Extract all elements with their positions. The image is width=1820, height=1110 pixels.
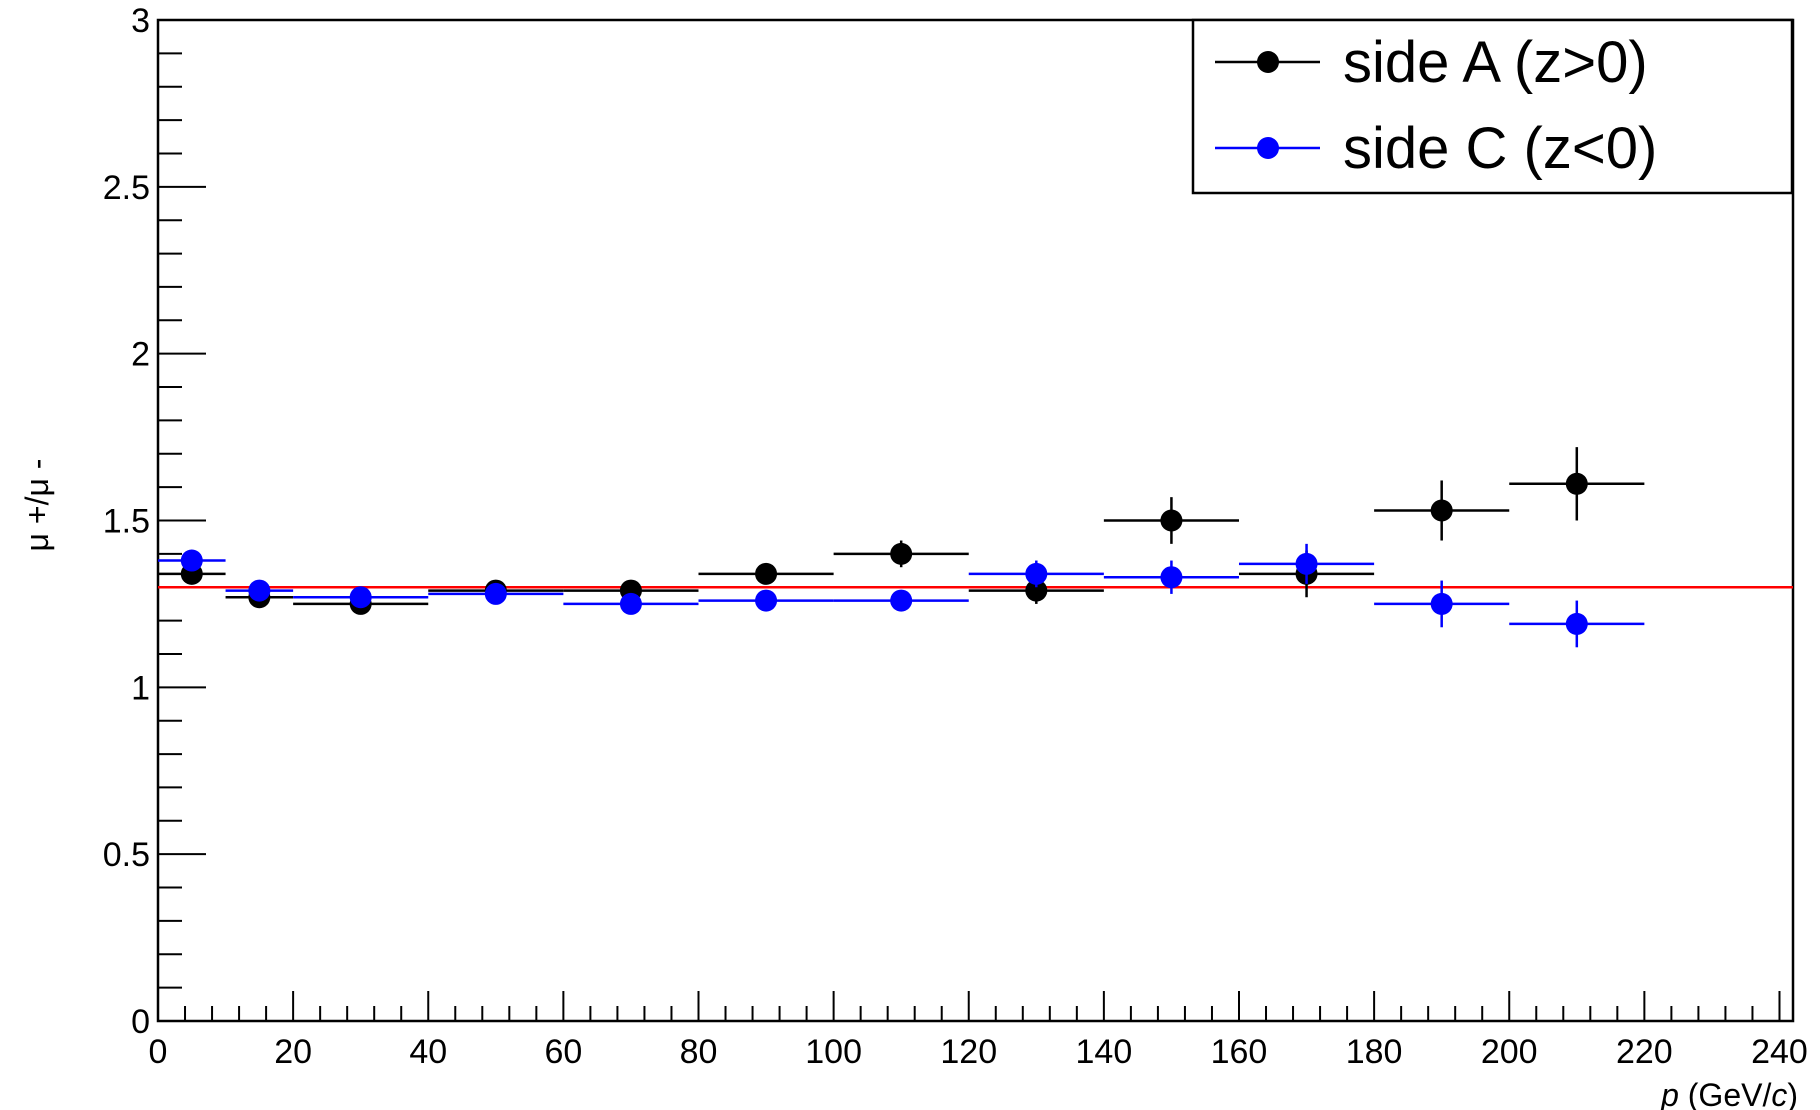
data-points (158, 447, 1645, 648)
y-tick-label: 2.5 (103, 169, 150, 207)
data-point (1374, 580, 1510, 628)
legend: side A (z>0) side C (z<0) (1191, 18, 1794, 195)
point-marker (755, 562, 778, 585)
legend-marker-side-a (1257, 51, 1279, 73)
x-tick-label: 100 (805, 1033, 862, 1071)
point-marker (890, 589, 913, 612)
x-tick-label: 180 (1346, 1033, 1403, 1071)
x-tick-label: 60 (544, 1033, 582, 1071)
x-tick-label: 200 (1481, 1033, 1538, 1071)
x-tick-label: 140 (1076, 1033, 1133, 1071)
legend-box (1191, 18, 1794, 195)
data-point (698, 562, 834, 585)
data-point (698, 589, 834, 612)
data-point (833, 589, 969, 612)
x-tick-label: 20 (274, 1033, 312, 1071)
data-point (428, 582, 564, 605)
data-point (968, 560, 1104, 588)
point-marker (484, 582, 507, 605)
x-tick-label: 80 (680, 1033, 718, 1071)
point-marker (349, 586, 372, 609)
data-point (563, 592, 699, 615)
x-axis-title-close: ) (1787, 1077, 1798, 1110)
x-axis-title: p (GeV/c) (1660, 1077, 1798, 1110)
data-point (1103, 497, 1239, 544)
y-axis-title: μ +/μ - (19, 459, 55, 552)
y-tick-label: 2 (131, 336, 150, 374)
point-marker (1160, 509, 1183, 532)
y-tick-label: 0 (131, 1003, 150, 1041)
legend-marker-side-c (1257, 137, 1279, 159)
point-marker (248, 579, 271, 602)
series-side-c (158, 543, 1645, 648)
y-tick-label: 1.5 (103, 503, 150, 541)
y-tick-label: 1 (131, 669, 150, 707)
x-tick-label: 120 (940, 1033, 997, 1071)
data-point (833, 540, 969, 568)
data-point (293, 586, 429, 609)
data-point (1103, 560, 1239, 594)
x-axis-title-unit-var: c (1771, 1077, 1787, 1110)
point-marker (755, 589, 778, 612)
data-point (1238, 543, 1375, 584)
point-marker (1430, 592, 1453, 615)
x-tick-label: 40 (409, 1033, 447, 1071)
x-tick-label: 220 (1616, 1033, 1673, 1071)
data-point (158, 549, 226, 572)
x-tick-label: 240 (1751, 1033, 1808, 1071)
legend-label-side-c: side C (z<0) (1343, 116, 1657, 181)
x-tick-label: 0 (149, 1033, 168, 1071)
x-tick-label: 160 (1211, 1033, 1268, 1071)
point-marker (1565, 612, 1588, 635)
y-tick-label: 0.5 (103, 836, 150, 874)
point-marker (1160, 566, 1183, 589)
point-marker (619, 592, 642, 615)
data-point (1509, 447, 1645, 521)
x-axis-title-unit: (GeV/ (1679, 1077, 1772, 1110)
data-point (1374, 480, 1510, 541)
data-point (968, 577, 1104, 604)
legend-label-side-a: side A (z>0) (1343, 30, 1648, 95)
point-marker (1565, 472, 1588, 495)
point-marker (890, 542, 913, 565)
ticks: 0 20 40 60 80 100 120 140 160 180 200 220 240 0 0.5 1 1.… (103, 2, 1808, 1071)
data-point (1509, 600, 1645, 648)
point-marker (1025, 562, 1048, 585)
point-marker (1295, 552, 1318, 575)
y-tick-label: 3 (131, 2, 150, 40)
x-axis-title-var: p (1660, 1077, 1679, 1110)
point-marker (1025, 579, 1048, 602)
point-marker (1430, 499, 1453, 522)
point-marker (180, 549, 203, 572)
data-point (225, 579, 294, 602)
